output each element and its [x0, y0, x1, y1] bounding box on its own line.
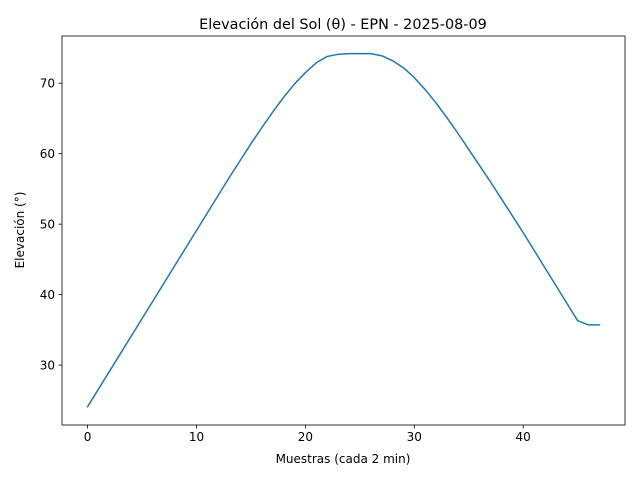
y-tick-label: 70: [40, 76, 55, 90]
x-tick-label: 10: [189, 430, 204, 444]
y-tick-label: 40: [40, 288, 55, 302]
x-tick-label: 30: [407, 430, 422, 444]
y-tick-label: 50: [40, 217, 55, 231]
x-tick-label: 20: [298, 430, 313, 444]
y-tick-label: 60: [40, 147, 55, 161]
y-tick-label: 30: [40, 358, 55, 372]
elevation-line: [86, 52, 601, 408]
x-tick-label: 40: [516, 430, 531, 444]
plot-frame: [61, 35, 626, 426]
chart-title: Elevación del Sol (θ) - EPN - 2025-08-09: [199, 17, 487, 33]
x-tick-label: 0: [84, 430, 92, 444]
x-axis-label: Muestras (cada 2 min): [276, 452, 411, 466]
y-axis-label: Elevación (°): [13, 192, 27, 269]
